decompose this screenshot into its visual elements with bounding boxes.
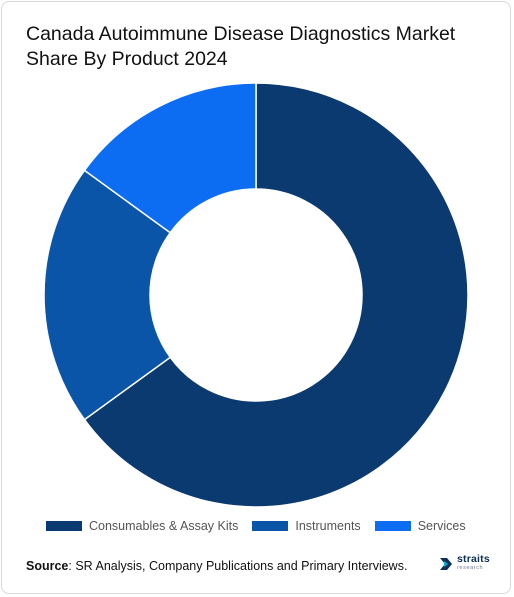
legend-swatch: [252, 521, 289, 531]
legend-label: Services: [417, 519, 466, 533]
donut-slice-services: [83, 82, 257, 234]
source-prefix: Source: [26, 559, 69, 573]
legend-item-services: Services: [374, 519, 466, 533]
chart-title: Canada Autoimmune Disease Diagnostics Ma…: [26, 23, 456, 70]
source-text: : SR Analysis, Company Publications and …: [68, 559, 408, 573]
legend-item-instruments: Instruments: [252, 519, 361, 533]
donut-slice-instruments: [43, 169, 172, 421]
legend-swatch: [374, 521, 411, 531]
donut-chart: [43, 82, 469, 508]
source-note: Source: SR Analysis, Company Publication…: [26, 559, 407, 573]
logo-name: straits: [457, 553, 490, 565]
legend-label: Consumables & Assay Kits: [89, 519, 239, 533]
chart-legend: Consumables & Assay Kits Instruments Ser…: [46, 519, 480, 533]
legend-label: Instruments: [295, 519, 361, 533]
logo-subtitle: research: [457, 565, 484, 571]
straits-logo-icon: [440, 558, 452, 570]
straits-research-logo: straits research: [438, 553, 490, 573]
legend-swatch: [46, 521, 82, 531]
legend-item-consumables: Consumables & Assay Kits: [46, 519, 238, 533]
donut-slice-consumables-assay-kits: [83, 82, 469, 508]
